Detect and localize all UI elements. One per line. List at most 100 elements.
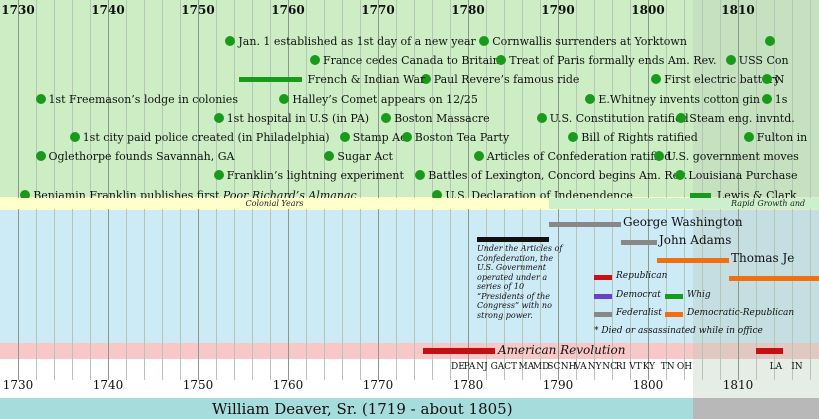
event-marker (213, 112, 224, 123)
event-marker (536, 112, 547, 123)
war-label: American Revolution (498, 343, 626, 357)
event-label: U.S. government moves (667, 150, 799, 163)
event-label: USS Con (739, 54, 789, 67)
gridline (54, 0, 55, 380)
top-axis-tick-label: 1770 (361, 3, 395, 17)
event-label-text: Oglethorpe founds Savannah, GA (48, 150, 235, 164)
event-label: Fulton in (757, 131, 807, 144)
gridline (630, 0, 631, 380)
era-label: Colonial Years (245, 199, 304, 208)
event-label-text: Steam eng. invntd. (689, 111, 795, 125)
event-label-text: Boston Tea Party (414, 131, 510, 144)
gridline (504, 0, 505, 380)
statehood-label: VA (574, 362, 587, 372)
president-name: John Adams (659, 233, 732, 247)
presidents-band (0, 210, 819, 343)
gridline (180, 0, 181, 380)
gridline (792, 0, 793, 380)
gridline (450, 0, 451, 380)
bottom-axis-tick-label: 1750 (182, 378, 214, 392)
event-label: Stamp Act (353, 131, 411, 144)
legend-label: Republican (616, 271, 668, 281)
gridline (144, 0, 145, 380)
event-label-text: Stamp Act (352, 131, 411, 144)
event-marker (473, 151, 484, 162)
events-band (0, 0, 819, 197)
gridline (270, 0, 271, 380)
event-label-text: Treat of Paris formally ends Am. Rev. (509, 54, 717, 68)
gridline (90, 0, 91, 380)
gridline (414, 0, 415, 380)
gridline (126, 0, 127, 380)
event-label-text: N (774, 73, 785, 87)
top-axis-tick-label: 1760 (271, 3, 305, 17)
event-label-text: Paul Revere’s famous ride (433, 73, 580, 87)
gridline (756, 0, 757, 380)
gridline (612, 0, 613, 380)
event-bar-label: French & Indian War (307, 73, 426, 87)
event-marker (279, 93, 290, 104)
event-duration-bar (238, 77, 302, 83)
legend-footnote: * Died or assassinated while in office (594, 326, 763, 336)
statehood-label: GA (490, 362, 505, 372)
event-duration-bar (690, 192, 711, 198)
president-name: George Washington (623, 215, 743, 229)
event-label-text: Halley’s Comet appears on 12/25 (292, 92, 478, 106)
event-marker (676, 112, 687, 123)
person-band (0, 398, 819, 419)
event-label-text: USS Con (738, 54, 789, 68)
articles-period-bar (477, 237, 549, 242)
event-label-text: U.S. Constitution ratified (549, 111, 689, 125)
statehood-label: LA (769, 362, 783, 372)
gridline (378, 0, 379, 380)
event-label: Oglethorpe founds Savannah, GA (49, 150, 235, 163)
event-label-text: Boston Massacre (394, 111, 490, 125)
highlight-region-bottom (693, 398, 819, 419)
gridline (162, 0, 163, 380)
statehood-label: IN (791, 362, 803, 372)
gridline (72, 0, 73, 380)
event-marker (568, 132, 579, 142)
legend-swatch (665, 294, 683, 299)
gridline (540, 0, 541, 380)
president-term-bar (549, 222, 621, 227)
event-label: Halley’s Comet appears on 12/25 (292, 93, 477, 106)
event-marker (585, 93, 596, 104)
gridline (558, 0, 559, 380)
event-label: 1st city paid police created (in Philade… (83, 131, 330, 144)
event-label-text: Fulton in (756, 131, 808, 144)
event-marker (35, 93, 46, 104)
event-label-text: 1st city paid police created (in Philade… (82, 131, 330, 144)
top-axis-tick-label: 1800 (631, 3, 665, 17)
event-label: Franklin’s lightning experiment (227, 169, 404, 182)
war-bar (756, 348, 783, 354)
bottom-axis-tick-label: 1790 (542, 378, 574, 392)
event-label: Jan. 1 established as 1st day of a new y… (238, 35, 475, 48)
statehood-label: MA (518, 362, 535, 372)
event-marker (420, 74, 431, 85)
event-label: Paul Revere’s famous ride (434, 73, 580, 86)
event-label: 1st Freemason’s lodge in colonies (49, 93, 238, 106)
gridline (702, 0, 703, 380)
statehood-label: DE (451, 362, 465, 372)
event-label-text: Louisiana Purchase (688, 169, 798, 183)
president-term-bar (621, 240, 657, 245)
event-marker (20, 189, 31, 200)
legend-label: Federalist (616, 308, 662, 318)
gridline (396, 0, 397, 380)
states-band (0, 359, 819, 374)
event-marker (35, 151, 46, 162)
top-axis-tick-label: 1790 (541, 3, 575, 17)
gridline (288, 0, 289, 380)
articles-note: Under the Articles of Confederation, the… (477, 244, 563, 320)
era-segment (549, 198, 819, 209)
bottom-axis-tick-label: 1740 (92, 378, 124, 392)
gridline (486, 0, 487, 380)
gridline (774, 0, 775, 380)
statehood-label: TN (660, 362, 675, 372)
event-label: First electric battery (664, 73, 780, 86)
statehood-label: NY (587, 362, 602, 372)
bottom-axis-band (0, 374, 819, 398)
gridline (648, 0, 649, 380)
wars-band (0, 343, 819, 359)
